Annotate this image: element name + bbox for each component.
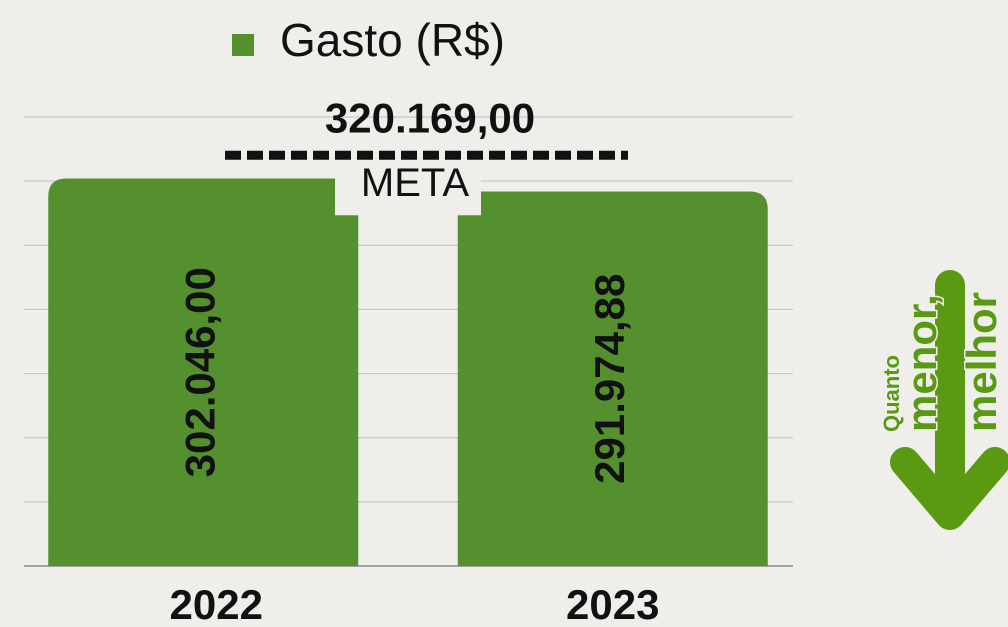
- value-label: 291.974,88: [586, 274, 633, 484]
- arrow: [890, 270, 1008, 530]
- x-tick-label: 2023: [566, 581, 659, 627]
- legend-label: Gasto (R$): [280, 14, 505, 66]
- x-tick-label: 2022: [170, 581, 263, 627]
- bar: [457, 191, 768, 567]
- meta-bg: [335, 165, 481, 216]
- side-note: menor,: [898, 294, 945, 432]
- side-note: melhor: [958, 292, 1005, 432]
- legend-swatch: [232, 34, 254, 56]
- value-label: 302.046,00: [176, 267, 223, 477]
- bar: [48, 178, 359, 566]
- meta-label: META: [361, 161, 469, 205]
- meta-value: 320.169,00: [325, 94, 535, 141]
- side-note: Quanto: [879, 355, 904, 432]
